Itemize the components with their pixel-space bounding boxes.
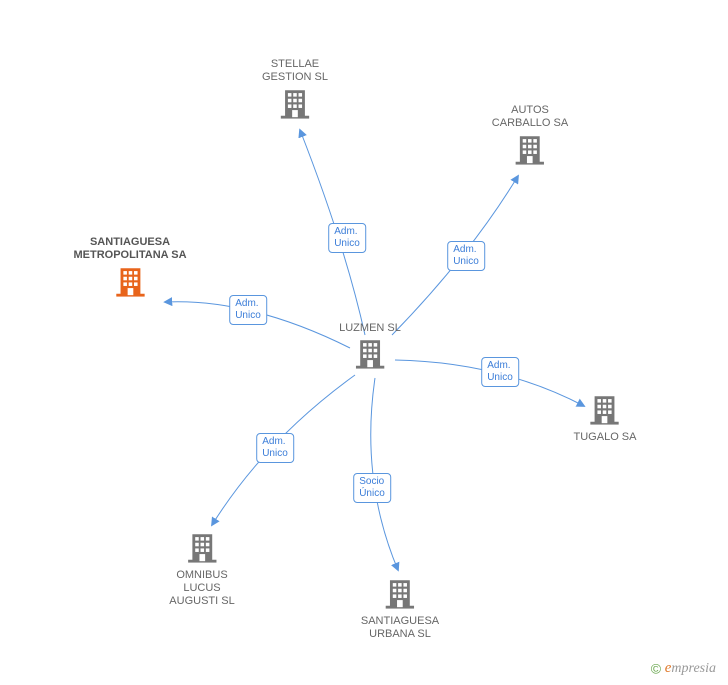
node-label: LUZMEN SL — [339, 322, 401, 334]
brand-rest: mpresia — [671, 661, 716, 676]
copyright-symbol: © — [651, 661, 661, 677]
building-icon — [353, 336, 387, 370]
edge-label: Adm. Unico — [481, 357, 519, 387]
edge-label: Adm. Unico — [328, 223, 366, 253]
edge-label: Socio Único — [353, 473, 391, 503]
node-icon — [339, 336, 401, 375]
edge-label: Adm. Unico — [447, 241, 485, 271]
edge-label: Adm. Unico — [229, 295, 267, 325]
edge-label: Adm. Unico — [256, 433, 294, 463]
center-node: LUZMEN SL — [339, 322, 401, 375]
watermark: © empresia — [651, 660, 716, 677]
